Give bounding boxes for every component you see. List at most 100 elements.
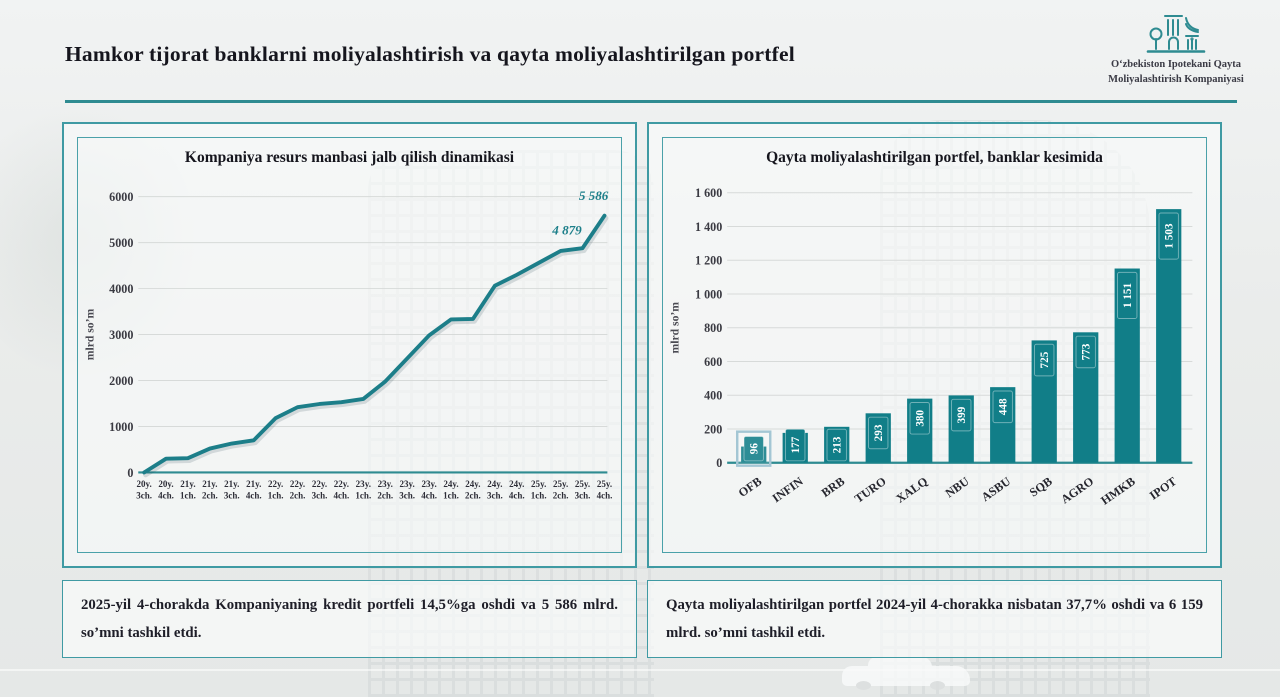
- y-tick-label: 0: [716, 456, 722, 470]
- x-tick-label-year: 25y.: [574, 479, 589, 489]
- bar-value-label: 177: [790, 436, 802, 453]
- x-tick-label-year: 23y.: [399, 479, 414, 489]
- y-tick-label: 4000: [109, 282, 133, 296]
- x-tick-label-year: 24y.: [443, 479, 458, 489]
- x-tick-label-quarter: 3ch.: [399, 491, 415, 501]
- line-chart: 0 1000 2000 3000 4000 5000 6000 mlrd so’m 20y. 3c…: [83, 188, 612, 501]
- background-car-decoration: [842, 657, 970, 690]
- company-name-line1: O‘zbekiston Ipotekani Qayta: [1110, 59, 1242, 70]
- x-tick-label-quarter: 4ch.: [421, 491, 437, 501]
- bar-value-chip: [826, 428, 847, 462]
- line-shadow: [142, 215, 608, 478]
- summary-text-left: 2025-yil 4-chorakda Kompaniyaning kredit…: [81, 597, 618, 642]
- header-divider: [65, 100, 1237, 103]
- x-tick-label-year: 21y.: [180, 479, 195, 489]
- bank-label-XALQ: XALQ: [893, 474, 930, 506]
- x-tick-label-quarter: 3ch.: [574, 491, 590, 501]
- line-chart-card: Kompaniya resurs manbasi jalb qilish din…: [62, 122, 637, 568]
- line-chart-frame: Kompaniya resurs manbasi jalb qilish din…: [77, 137, 622, 553]
- bar-value-label: 448: [997, 398, 1009, 415]
- summary-text-right: Qayta moliyalashtirilgan portfel 2024-yi…: [666, 597, 1203, 642]
- line-chart-title: Kompaniya resurs manbasi jalb qilish din…: [184, 149, 515, 166]
- x-tick-label-quarter: 4ch.: [596, 491, 612, 501]
- bank-label-OFB: OFB: [735, 474, 763, 500]
- bar-value-chip: [743, 436, 764, 462]
- bar-value-chip: [992, 390, 1013, 424]
- y-tick-label: 1000: [109, 420, 133, 434]
- y-axis-label: mlrd so’m: [83, 309, 96, 361]
- x-tick-label-quarter: 3ch.: [486, 491, 502, 501]
- bank-label-BRB: BRB: [818, 474, 846, 500]
- y-tick-label: 200: [704, 422, 722, 436]
- company-name-line2: Moliyalashtirish Kompaniyasi: [1108, 74, 1244, 86]
- bar-value-label: 213: [831, 436, 843, 453]
- bar-value-label: 1 151: [1122, 283, 1134, 308]
- bank-label-IPOT: IPOT: [1146, 474, 1178, 502]
- y-tick-label: 5000: [109, 236, 133, 250]
- bar-value-chip: [784, 428, 805, 462]
- x-tick-label-quarter: 2ch.: [289, 491, 305, 501]
- data-point-annotation: 5 586: [578, 188, 608, 203]
- x-tick-label-year: 21y.: [246, 479, 261, 489]
- company-logo-icon: [1146, 15, 1206, 53]
- bar-chart-frame: Qayta moliyalashtirilgan portfel, bankla…: [662, 137, 1207, 553]
- x-tick-label-year: 25y.: [531, 479, 546, 489]
- x-tick-label-year: 24y.: [509, 479, 524, 489]
- x-tick-label-quarter: 4ch.: [158, 491, 174, 501]
- y-tick-label: 1 200: [695, 254, 722, 268]
- y-tick-label: 3000: [109, 328, 133, 342]
- bar-value-chip: [1033, 343, 1054, 377]
- x-tick-label-year: 24y.: [487, 479, 502, 489]
- y-axis-label: mlrd so’m: [668, 302, 681, 354]
- bar-value-label: 725: [1039, 351, 1051, 368]
- bar-chart: 0 200 400 600 800 1 000 1 200 1 400 1 600 mlrd so…: [668, 186, 1192, 508]
- x-tick-label-quarter: 1ch.: [443, 491, 459, 501]
- x-tick-label-year: 22y.: [267, 479, 282, 489]
- x-tick-label-quarter: 2ch.: [201, 491, 217, 501]
- line-series-path: [141, 213, 606, 475]
- y-tick-label: 800: [704, 321, 722, 335]
- x-tick-label-quarter: 3ch.: [136, 491, 152, 501]
- x-tick-label-quarter: 1ch.: [530, 491, 546, 501]
- x-tick-label-quarter: 2ch.: [552, 491, 568, 501]
- y-tick-label: 1 000: [695, 287, 722, 301]
- x-tick-label-year: 23y.: [355, 479, 370, 489]
- bar-value-chip: [950, 398, 971, 432]
- company-logo: O‘zbekiston Ipotekani Qayta Moliyalashti…: [1103, 6, 1249, 87]
- bar-value-label: 380: [914, 410, 926, 427]
- summary-note-left: 2025-yil 4-chorakda Kompaniyaning kredit…: [62, 580, 637, 658]
- bank-label-TURO: TURO: [851, 474, 888, 506]
- x-tick-label-year: 25y.: [596, 479, 611, 489]
- bar-value-label: 399: [956, 406, 968, 423]
- bar-value-chip: [909, 402, 930, 435]
- charts-row: Kompaniya resurs manbasi jalb qilish din…: [62, 122, 1222, 568]
- bar-chart-card: Qayta moliyalashtirilgan portfel, bankla…: [647, 122, 1222, 568]
- bar-chart-title: Qayta moliyalashtirilgan portfel, bankla…: [766, 149, 1103, 166]
- y-tick-label: 600: [704, 355, 722, 369]
- company-name: O‘zbekiston Ipotekani Qayta Moliyalashti…: [1103, 57, 1249, 87]
- x-tick-label-quarter: 2ch.: [465, 491, 481, 501]
- page-title: Hamkor tijorat banklarni moliyalashtiris…: [65, 42, 795, 66]
- x-tick-label-quarter: 1ch.: [355, 491, 371, 501]
- bar-value-chip: [1158, 212, 1179, 260]
- summary-row: 2025-yil 4-chorakda Kompaniyaning kredit…: [62, 580, 1222, 658]
- x-tick-label-year: 23y.: [377, 479, 392, 489]
- x-tick-label-year: 22y.: [333, 479, 348, 489]
- bank-label-HMKB: HMKB: [1098, 474, 1137, 507]
- bank-label-NBU: NBU: [942, 474, 971, 500]
- x-tick-label-year: 25y.: [552, 479, 567, 489]
- x-tick-label-quarter: 1ch.: [267, 491, 283, 501]
- y-tick-label: 2000: [109, 374, 133, 388]
- x-tick-label-quarter: 1ch.: [180, 491, 196, 501]
- bank-label-AGRO: AGRO: [1058, 474, 1096, 506]
- data-point-annotation: 4 879: [551, 223, 582, 238]
- x-tick-label-year: 20y.: [158, 479, 173, 489]
- bank-label-ASBU: ASBU: [978, 474, 1013, 504]
- bar-value-chip: [1116, 271, 1137, 320]
- background-road-decoration: [0, 669, 1280, 671]
- bank-label-INFIN: INFIN: [769, 474, 805, 505]
- bar-value-label: 293: [873, 424, 885, 441]
- summary-note-right: Qayta moliyalashtirilgan portfel 2024-yi…: [647, 580, 1222, 658]
- bar-value-label: 773: [1080, 343, 1092, 360]
